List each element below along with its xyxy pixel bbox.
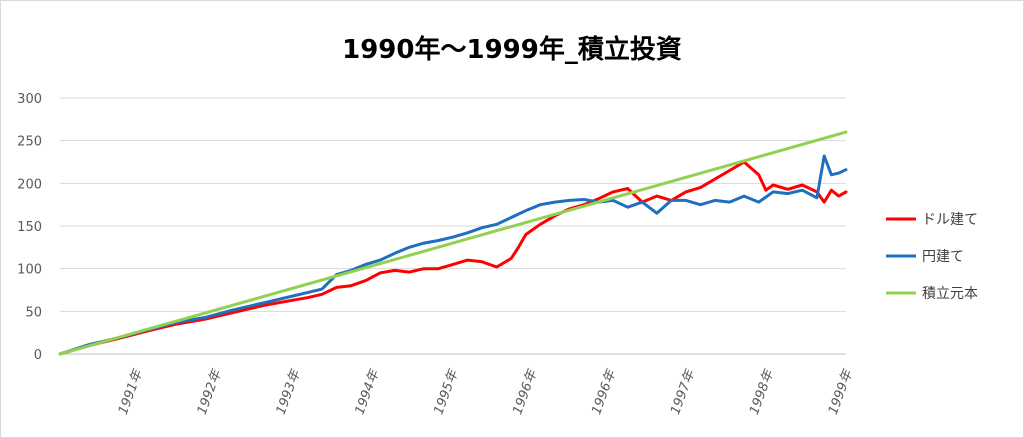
series-lines (58, 130, 848, 356)
x-axis-ticks: 1991年 1992年 1993年 1994年 1995年 1996年 1996年 1997年… (116, 366, 857, 416)
x-tick-label: 1995年 (431, 366, 462, 416)
grid (60, 97, 846, 355)
x-tick-label: 1996年 (589, 366, 620, 416)
x-tick-label: 1994年 (353, 366, 384, 416)
legend-label: 積立元本 (922, 286, 978, 302)
legend-label: ドル建て (922, 212, 978, 228)
x-tick-label: 1996年 (510, 366, 541, 416)
x-tick-label: 1991年 (116, 366, 147, 416)
y-tick-label: 300 (17, 92, 42, 107)
y-tick-label: 50 (25, 305, 42, 320)
x-tick-label: 1997年 (668, 366, 699, 416)
x-tick-label: 1993年 (274, 366, 305, 416)
legend-label: 円建て (922, 249, 964, 265)
x-tick-label: 1992年 (195, 366, 226, 416)
series-line-0 (58, 160, 848, 356)
y-tick-label: 250 (17, 135, 42, 150)
series-line-2 (58, 130, 848, 356)
y-tick-label: 200 (17, 177, 42, 192)
y-axis-ticks: 0 50 100 150 200 250 300 (17, 92, 42, 363)
y-tick-label: 100 (17, 263, 42, 278)
chart-title: 1990年～1999年_積立投資 (342, 34, 682, 65)
x-tick-label: 1999年 (826, 366, 857, 416)
x-tick-label: 1998年 (747, 366, 778, 416)
series-line-1 (58, 154, 848, 356)
y-tick-label: 0 (34, 348, 42, 363)
y-tick-label: 150 (17, 220, 42, 235)
